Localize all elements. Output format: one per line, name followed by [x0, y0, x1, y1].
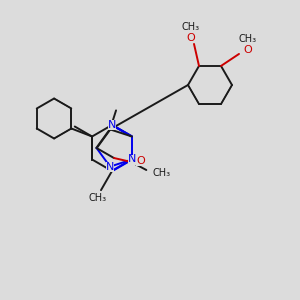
Text: N: N [108, 120, 116, 130]
Text: CH₃: CH₃ [89, 193, 107, 203]
Text: N: N [106, 162, 114, 172]
Text: O: O [187, 33, 195, 43]
Text: CH₃: CH₃ [239, 34, 257, 44]
Text: CH₃: CH₃ [182, 22, 200, 32]
Text: O: O [136, 156, 145, 166]
Text: CH₃: CH₃ [152, 168, 170, 178]
Text: N: N [128, 154, 136, 164]
Text: O: O [244, 45, 252, 55]
